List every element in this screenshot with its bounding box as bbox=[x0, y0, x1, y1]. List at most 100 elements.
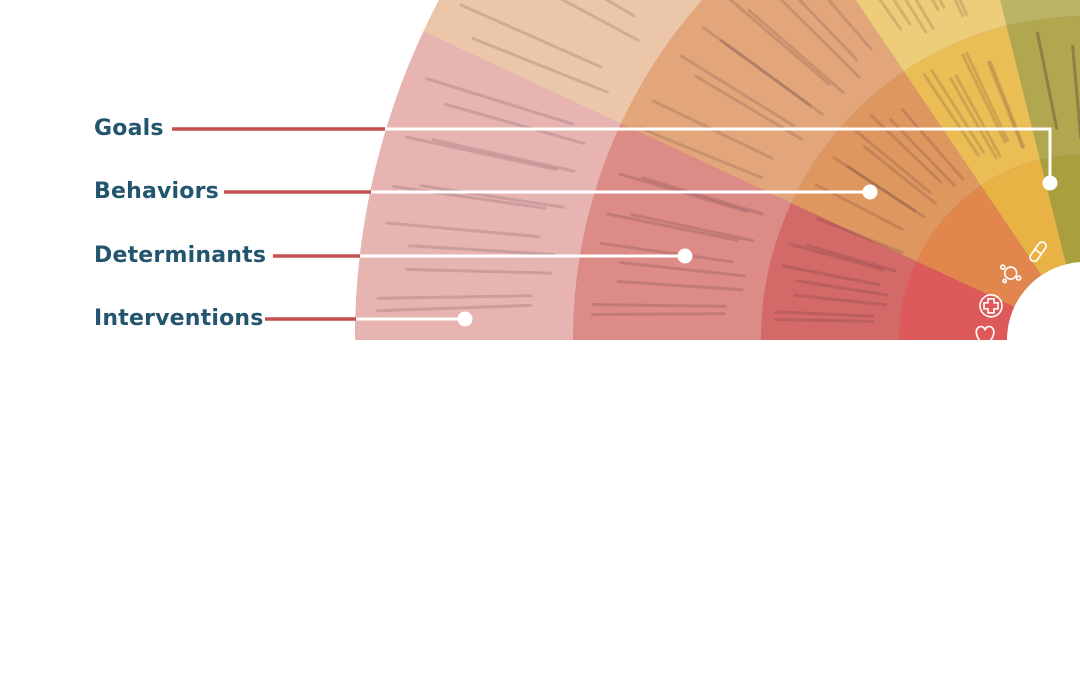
texture-line bbox=[392, 185, 547, 210]
texture-line bbox=[965, 51, 1010, 143]
sector-yellow-goals bbox=[980, 159, 1067, 276]
texture-line bbox=[774, 310, 875, 318]
texture-line bbox=[1071, 45, 1080, 139]
sector-coral-interventions bbox=[355, 31, 621, 340]
texture-line bbox=[638, 126, 764, 180]
texture-line bbox=[680, 54, 796, 128]
texture-line bbox=[559, 0, 640, 42]
sector-olive-determinants bbox=[1000, 0, 1080, 26]
connector-interventions-dot bbox=[457, 311, 473, 327]
texture-line bbox=[443, 102, 586, 145]
connector-behaviors bbox=[224, 184, 878, 200]
texture-line bbox=[471, 37, 609, 94]
sector-olive-behaviors bbox=[1006, 16, 1080, 160]
wheel-texture-lines bbox=[375, 0, 1080, 323]
texture-line bbox=[459, 3, 603, 69]
texture-line bbox=[795, 279, 889, 297]
heart-icon bbox=[975, 325, 995, 347]
texture-line bbox=[816, 217, 904, 254]
connector-goals-line bbox=[385, 127, 1052, 183]
texture-line bbox=[901, 108, 965, 181]
connector-determinants bbox=[273, 248, 693, 264]
texture-line bbox=[889, 118, 956, 187]
sector-peach-interventions bbox=[423, 0, 703, 124]
texture-line bbox=[385, 221, 541, 239]
texture-line bbox=[954, 74, 1002, 158]
connector-interventions bbox=[265, 311, 473, 327]
texture-line bbox=[375, 303, 532, 313]
texture-line bbox=[431, 138, 576, 173]
texture-line bbox=[930, 68, 985, 154]
texture-line bbox=[826, 0, 873, 51]
texture-line bbox=[846, 165, 926, 219]
bacteria-icon bbox=[1029, 241, 1047, 263]
texture-line bbox=[805, 243, 897, 273]
label-determinants: Determinants bbox=[94, 243, 267, 268]
texture-line bbox=[914, 0, 935, 31]
texture-line bbox=[1036, 31, 1059, 130]
label-goals: Goals bbox=[94, 116, 164, 141]
texture-line bbox=[606, 212, 739, 242]
texture-line bbox=[376, 294, 533, 300]
texture-line bbox=[1071, 45, 1080, 139]
connector-behaviors-dot bbox=[862, 184, 878, 200]
texture-line bbox=[922, 73, 980, 157]
texture-line bbox=[590, 312, 726, 316]
texture-line bbox=[779, 0, 861, 79]
texture-line bbox=[408, 244, 556, 256]
texture-line bbox=[797, 0, 859, 62]
sector-peach-determinants bbox=[620, 0, 904, 204]
sector-coral-goals bbox=[899, 261, 1015, 340]
texture-line bbox=[878, 0, 903, 31]
sector-yellow-determinants bbox=[855, 0, 1007, 72]
wheel-hub bbox=[1007, 262, 1080, 418]
texture-line bbox=[892, 0, 912, 26]
texture-line bbox=[616, 280, 744, 292]
connector-determinants-dot bbox=[677, 248, 693, 264]
sector-yellow-behaviors bbox=[903, 25, 1041, 186]
baby-icon bbox=[1004, 400, 1022, 419]
texture-line bbox=[986, 61, 1024, 149]
texture-line bbox=[599, 241, 734, 264]
texture-line bbox=[961, 53, 1007, 144]
texture-line bbox=[862, 145, 937, 205]
texture-line bbox=[728, 0, 831, 86]
center-icons bbox=[975, 241, 1048, 437]
connector-goals-dot bbox=[1042, 175, 1058, 191]
texture-line bbox=[619, 261, 746, 278]
sector-coral-determinants bbox=[573, 123, 792, 341]
texture-line bbox=[832, 156, 917, 213]
label-behaviors: Behaviors bbox=[94, 179, 219, 204]
sector-peach-goals bbox=[916, 185, 1042, 308]
texture-line bbox=[1036, 31, 1059, 130]
texture-line bbox=[782, 264, 881, 287]
texture-line bbox=[591, 302, 727, 308]
texture-line bbox=[641, 176, 764, 216]
connector-goals bbox=[172, 127, 1058, 191]
texture-line bbox=[793, 293, 888, 307]
texture-line bbox=[788, 242, 885, 272]
house-icon bbox=[987, 376, 1007, 398]
texture-line bbox=[949, 77, 998, 160]
texture-line bbox=[405, 135, 558, 172]
texture-line bbox=[988, 60, 1026, 149]
label-interventions: Interventions bbox=[94, 306, 264, 331]
texture-line bbox=[629, 212, 755, 243]
medicine-icon bbox=[999, 264, 1022, 284]
texture-line bbox=[701, 26, 812, 107]
cross-icon bbox=[979, 293, 1003, 318]
texture-line bbox=[747, 8, 845, 94]
texture-line bbox=[869, 113, 943, 184]
texture-line bbox=[773, 317, 874, 323]
texture-line bbox=[904, 0, 928, 34]
blocks-icon bbox=[1028, 417, 1048, 437]
sector-peach-behaviors bbox=[791, 71, 981, 262]
texture-line bbox=[720, 39, 824, 116]
texture-line bbox=[425, 77, 575, 126]
texture-line bbox=[854, 129, 932, 195]
texture-line bbox=[419, 184, 565, 209]
sector-coral-behaviors bbox=[761, 203, 917, 340]
buildings-icon bbox=[976, 349, 999, 370]
